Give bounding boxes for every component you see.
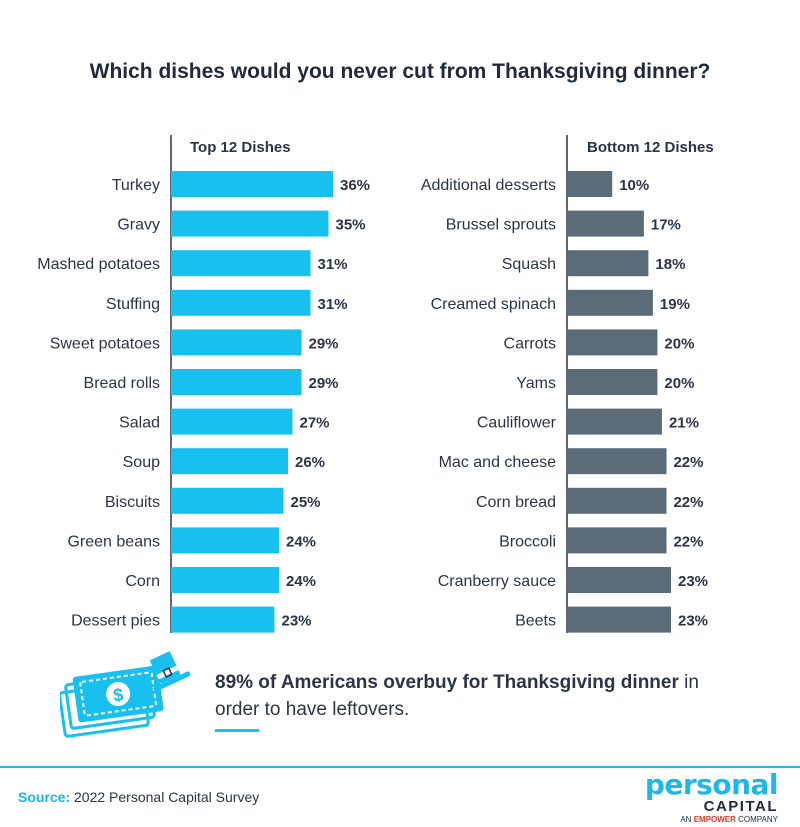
data-label: 31% xyxy=(318,256,348,273)
data-label: 18% xyxy=(655,256,685,273)
bar xyxy=(171,329,302,356)
source-note: Source: 2022 Personal Capital Survey xyxy=(18,789,259,805)
category-label: Soup xyxy=(123,454,160,471)
callout-stat: 89% of Americans xyxy=(215,672,384,693)
category-label: Mac and cheese xyxy=(439,454,557,471)
data-label: 23% xyxy=(282,613,312,630)
bar xyxy=(171,250,311,277)
category-label: Additional desserts xyxy=(421,177,556,194)
bar xyxy=(171,210,329,237)
category-label: Corn xyxy=(125,573,160,590)
category-label: Green beans xyxy=(67,533,160,550)
category-label: Mashed potatoes xyxy=(37,256,160,273)
data-label: 24% xyxy=(286,533,316,550)
bar xyxy=(567,487,667,514)
footer-divider xyxy=(0,766,800,768)
bar xyxy=(567,448,667,475)
data-label: 29% xyxy=(309,375,339,392)
bar xyxy=(171,606,275,633)
data-label: 24% xyxy=(286,573,316,590)
category-label: Cranberry sauce xyxy=(438,573,556,590)
brand-tag-a: AN xyxy=(680,815,694,824)
bar xyxy=(567,171,613,197)
category-label: Squash xyxy=(502,256,556,273)
category-label: Cauliflower xyxy=(477,415,557,432)
brand-tagline: AN EMPOWER COMPANY xyxy=(608,815,778,825)
bar xyxy=(171,408,293,435)
data-label: 10% xyxy=(619,177,649,194)
data-label: 35% xyxy=(336,217,366,234)
brand-tag-c: COMPANY xyxy=(735,815,778,824)
data-label: 36% xyxy=(340,177,370,194)
bar xyxy=(171,487,284,514)
bar xyxy=(567,408,662,435)
bar xyxy=(567,606,671,633)
callout-emphasis: overbuy for Thanksgiving dinner xyxy=(383,672,679,693)
category-label: Corn bread xyxy=(476,494,556,511)
category-label: Dessert pies xyxy=(71,613,160,630)
category-label: Yams xyxy=(516,375,556,392)
bar xyxy=(567,210,644,237)
data-label: 20% xyxy=(664,375,694,392)
chart-panel-title: Top 12 Dishes xyxy=(190,139,291,156)
data-label: 19% xyxy=(660,296,690,313)
svg-text:$: $ xyxy=(112,684,125,705)
data-label: 25% xyxy=(291,494,321,511)
source-label: Source: xyxy=(18,789,71,805)
data-label: 27% xyxy=(300,415,330,432)
bar xyxy=(171,171,333,197)
category-label: Beets xyxy=(515,613,556,630)
category-label: Sweet potatoes xyxy=(50,335,160,352)
brand-sub: CAPITAL xyxy=(703,798,778,815)
category-label: Broccoli xyxy=(499,533,556,550)
bottom-12-chart: Bottom 12 Dishes Additional desserts 10% Br… xyxy=(421,135,714,633)
category-label: Salad xyxy=(119,415,160,432)
data-label: 20% xyxy=(664,335,694,352)
brand-tag-empower: EMPOWER xyxy=(693,815,736,824)
callout-text: 89% of Americans overbuy for Thanksgivin… xyxy=(215,669,735,723)
bar xyxy=(171,369,302,395)
source-text: 2022 Personal Capital Survey xyxy=(70,789,260,805)
bar xyxy=(567,527,667,554)
bar xyxy=(567,369,658,395)
chart-panel-title: Bottom 12 Dishes xyxy=(587,139,714,156)
data-label: 26% xyxy=(295,454,325,471)
data-label: 23% xyxy=(678,613,708,630)
category-label: Brussel sprouts xyxy=(446,217,556,234)
bar xyxy=(567,250,649,277)
bar xyxy=(567,329,658,356)
brand-logo: personal CAPITAL AN EMPOWER COMPANY xyxy=(608,768,779,825)
data-label: 22% xyxy=(673,533,703,550)
data-label: 31% xyxy=(318,296,348,313)
category-label: Turkey xyxy=(112,177,160,194)
data-label: 22% xyxy=(673,494,703,511)
data-label: 17% xyxy=(651,217,681,234)
chart-title: Which dishes would you never cut from Th… xyxy=(89,60,711,83)
category-label: Gravy xyxy=(117,217,160,234)
bar xyxy=(171,289,311,316)
callout-rest: in order to have leftovers. xyxy=(215,672,699,720)
data-label: 21% xyxy=(669,415,699,432)
bar xyxy=(171,527,279,554)
data-label: 22% xyxy=(673,454,703,471)
bar xyxy=(567,289,653,316)
data-label: 29% xyxy=(309,335,339,352)
top-12-chart: Top 12 Dishes Turkey 36% Gravy 35% Mashed pot… xyxy=(37,135,370,633)
bar xyxy=(567,567,671,593)
category-label: Creamed spinach xyxy=(431,296,556,313)
bar xyxy=(171,448,288,475)
callout-divider xyxy=(215,729,259,732)
category-label: Biscuits xyxy=(105,494,160,511)
category-label: Bread rolls xyxy=(84,375,160,392)
money-stack-pilgrim-hat-icon: $ xyxy=(58,645,195,745)
category-label: Stuffing xyxy=(106,296,160,313)
bar xyxy=(171,567,279,593)
category-label: Carrots xyxy=(504,335,556,352)
brand-name: personal xyxy=(644,768,779,801)
data-label: 23% xyxy=(678,573,708,590)
